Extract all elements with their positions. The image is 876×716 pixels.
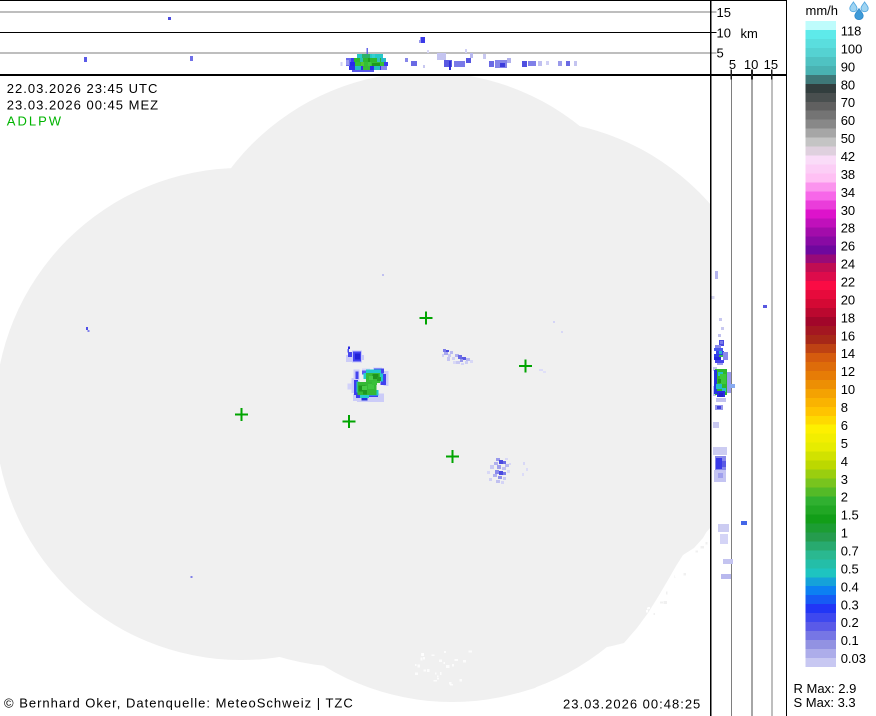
svg-text:12: 12 bbox=[841, 364, 855, 379]
svg-text:8: 8 bbox=[841, 400, 848, 415]
svg-text:5: 5 bbox=[841, 436, 848, 451]
svg-text:30: 30 bbox=[841, 203, 855, 218]
svg-text:10: 10 bbox=[717, 25, 731, 40]
svg-text:22.03.2026 23:45 UTC: 22.03.2026 23:45 UTC bbox=[7, 81, 159, 96]
svg-text:24: 24 bbox=[841, 257, 855, 272]
svg-text:1: 1 bbox=[841, 526, 848, 541]
svg-text:34: 34 bbox=[841, 185, 855, 200]
svg-text:90: 90 bbox=[841, 59, 855, 74]
svg-text:22: 22 bbox=[841, 275, 855, 290]
svg-text:4: 4 bbox=[841, 454, 848, 469]
svg-text:50: 50 bbox=[841, 131, 855, 146]
svg-text:60: 60 bbox=[841, 113, 855, 128]
svg-text:118: 118 bbox=[841, 24, 862, 39]
svg-text:5: 5 bbox=[729, 57, 736, 72]
svg-text:80: 80 bbox=[841, 77, 855, 92]
svg-text:15: 15 bbox=[764, 57, 778, 72]
svg-text:10: 10 bbox=[841, 382, 855, 397]
svg-text:2: 2 bbox=[841, 490, 848, 505]
svg-text:10: 10 bbox=[744, 57, 758, 72]
svg-text:70: 70 bbox=[841, 95, 855, 110]
svg-text:23.03.2026 00:48:25: 23.03.2026 00:48:25 bbox=[563, 697, 701, 712]
svg-text:0.03: 0.03 bbox=[841, 651, 866, 666]
svg-text:0.1: 0.1 bbox=[841, 633, 859, 648]
svg-text:mm/h: mm/h bbox=[806, 3, 839, 18]
svg-text:18: 18 bbox=[841, 310, 855, 325]
svg-text:0.4: 0.4 bbox=[841, 579, 859, 594]
svg-text:S Max: 3.3: S Max: 3.3 bbox=[794, 695, 856, 710]
svg-text:16: 16 bbox=[841, 328, 855, 343]
svg-text:© Bernhard Oker, Datenquelle:: © Bernhard Oker, Datenquelle: MeteoSchwe… bbox=[4, 695, 354, 710]
svg-text:28: 28 bbox=[841, 221, 855, 236]
svg-text:26: 26 bbox=[841, 239, 855, 254]
svg-text:100: 100 bbox=[841, 41, 863, 56]
svg-text:0.3: 0.3 bbox=[841, 597, 859, 612]
svg-text:15: 15 bbox=[717, 5, 731, 20]
svg-text:3: 3 bbox=[841, 472, 848, 487]
svg-text:6: 6 bbox=[841, 418, 848, 433]
svg-text:14: 14 bbox=[841, 346, 855, 361]
svg-text:0.2: 0.2 bbox=[841, 615, 859, 630]
svg-text:38: 38 bbox=[841, 167, 855, 182]
svg-text:0.7: 0.7 bbox=[841, 544, 859, 559]
svg-text:23.03.2026 00:45 MEZ: 23.03.2026 00:45 MEZ bbox=[7, 97, 159, 112]
svg-text:ADLPW: ADLPW bbox=[7, 114, 63, 129]
svg-text:km: km bbox=[741, 26, 758, 41]
svg-text:1.5: 1.5 bbox=[841, 508, 859, 523]
svg-text:R Max: 2.9: R Max: 2.9 bbox=[794, 681, 857, 696]
svg-text:0.5: 0.5 bbox=[841, 561, 859, 576]
svg-text:20: 20 bbox=[841, 292, 855, 307]
svg-text:5: 5 bbox=[717, 45, 724, 60]
svg-text:42: 42 bbox=[841, 149, 855, 164]
